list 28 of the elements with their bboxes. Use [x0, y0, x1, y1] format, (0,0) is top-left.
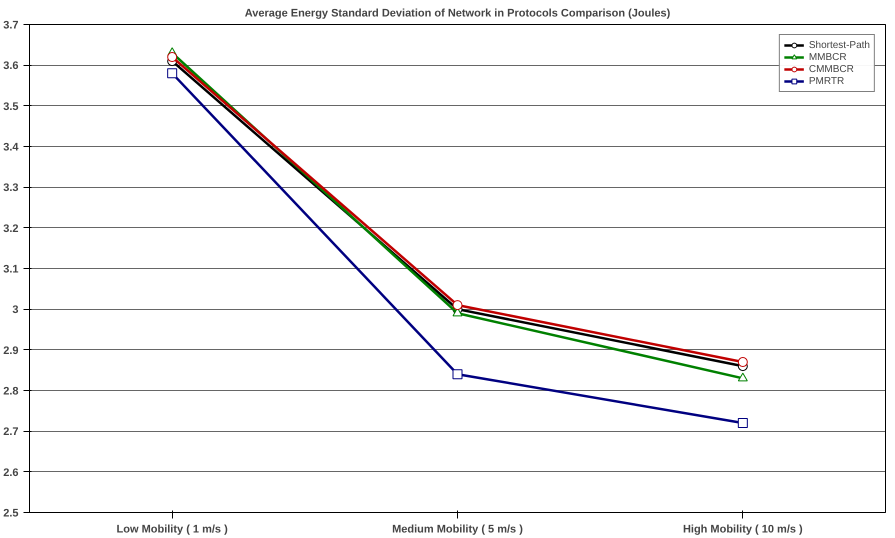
y-tick-label: 3.3 [3, 182, 19, 194]
point [452, 369, 462, 380]
point [738, 357, 748, 368]
y-tick-label: 2.8 [3, 386, 19, 398]
legend-label: MMBCR [808, 52, 847, 62]
x-tick-label: High Mobility ( 10 m/s ) [682, 524, 804, 536]
point [738, 418, 748, 428]
y-tick-label: 3.7 [3, 20, 19, 32]
point [167, 52, 178, 62]
point [167, 68, 178, 78]
y-tick-label: 3.1 [3, 264, 19, 276]
legend-label: PMRTR [808, 76, 844, 86]
legend-label: CMMBCR [808, 64, 854, 74]
y-tick-label: 2.7 [3, 426, 19, 438]
y-tick-label: 2.6 [3, 466, 19, 479]
y-tick-label: 3.5 [3, 100, 19, 113]
y-tick-label: 3.4 [3, 142, 20, 154]
y-tick-label: 3.2 [3, 222, 19, 235]
x-tick-label: Low Mobility ( 1 m/s ) [116, 524, 228, 536]
y-tick-label: 3.6 [3, 60, 19, 72]
legend-label: Shortest-Path [808, 40, 870, 50]
point [452, 300, 462, 310]
chart-title: Average Energy Standard Deviation of Network in Protocols Comparison (Joules) [244, 8, 671, 20]
y-tick-label: 2.9 [3, 344, 19, 357]
x-tick-label: Medium Mobility ( 5 m/s ) [392, 524, 524, 536]
y-tick-label: 3 [12, 304, 19, 316]
y-tick-label: 2.5 [3, 508, 19, 520]
point [738, 372, 748, 382]
